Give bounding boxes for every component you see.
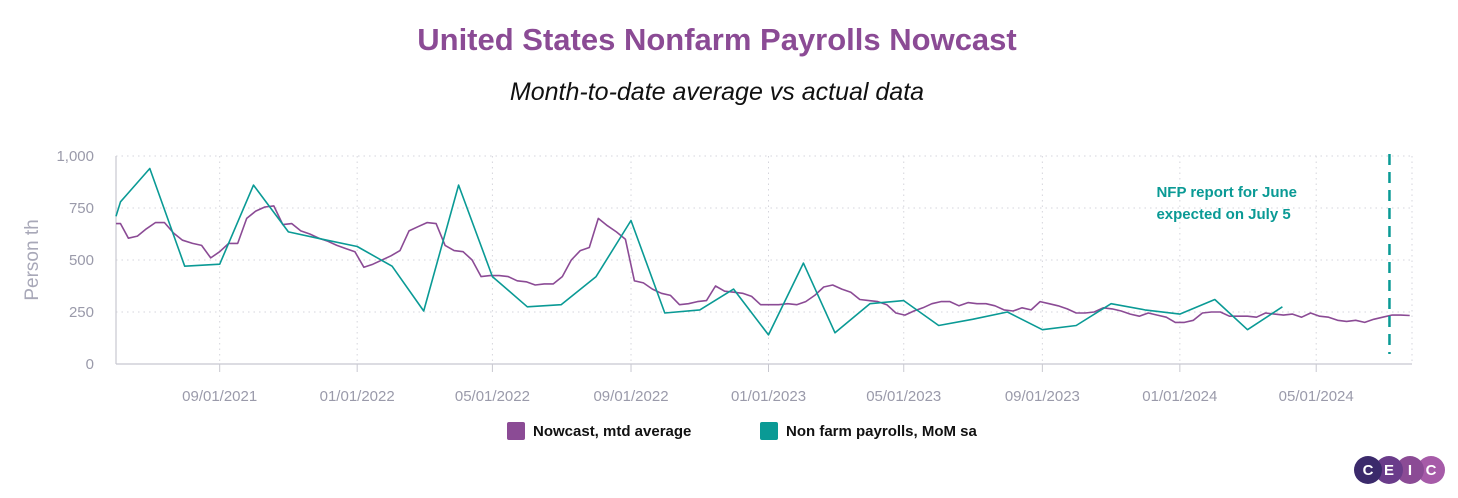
logo-letter-c1: C <box>1354 456 1382 484</box>
legend-item-nonfarm-payrolls[interactable]: Non farm payrolls, MoM sa <box>760 422 977 440</box>
series-line-1 <box>115 167 1283 336</box>
legend-label-nowcast: Nowcast, mtd average <box>533 422 692 440</box>
y-tick-label: 250 <box>69 304 94 321</box>
x-tick-label: 05/01/2022 <box>455 388 530 405</box>
x-tick-label: 01/01/2023 <box>731 388 806 405</box>
annotation-text-line2: expected on July 5 <box>1156 206 1290 223</box>
legend: Nowcast, mtd average Non farm payrolls, … <box>0 422 1458 444</box>
x-tick-label: 09/01/2022 <box>593 388 668 405</box>
x-tick-label: 05/01/2023 <box>866 388 941 405</box>
legend-swatch-nowcast <box>507 422 525 440</box>
legend-item-nowcast[interactable]: Nowcast, mtd average <box>507 422 691 440</box>
series-line-0 <box>116 205 1410 324</box>
x-tick-label: 01/01/2022 <box>320 388 395 405</box>
y-tick-label: 0 <box>86 356 94 373</box>
x-tick-label: 05/01/2024 <box>1279 388 1354 405</box>
y-axis-label: Person th <box>22 219 43 300</box>
y-tick-label: 500 <box>69 252 94 269</box>
annotation-text-line1: NFP report for June <box>1156 184 1297 201</box>
y-tick-label: 750 <box>69 200 94 217</box>
legend-swatch-nonfarm-payrolls <box>760 422 778 440</box>
legend-label-nonfarm-payrolls: Non farm payrolls, MoM sa <box>786 422 977 440</box>
chart-title: United States Nonfarm Payrolls Nowcast <box>417 22 1017 57</box>
y-tick-label: 1,000 <box>56 148 94 165</box>
x-tick-label: 09/01/2023 <box>1005 388 1080 405</box>
chart-subtitle: Month-to-date average vs actual data <box>509 78 925 106</box>
ceic-logo: C E I C <box>1354 456 1445 484</box>
x-tick-label: 01/01/2024 <box>1142 388 1217 405</box>
x-tick-label: 09/01/2021 <box>182 388 257 405</box>
line-chart: 0 250 500 750 1,000 09/01/2021 01/01/2022 05/01… <box>22 148 1413 405</box>
